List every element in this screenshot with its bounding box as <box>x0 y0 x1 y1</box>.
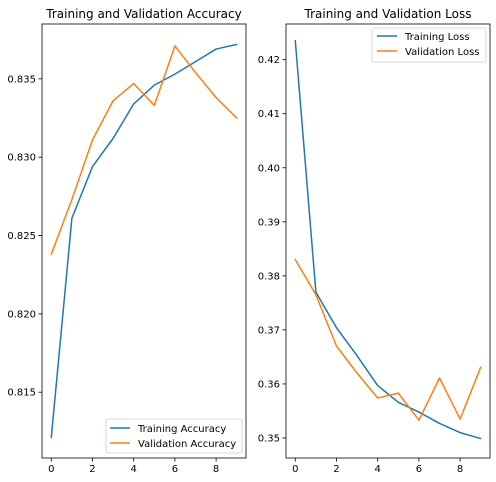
series-line-validation-loss <box>294 258 482 421</box>
accuracy-legend: Training Accuracy Validation Accuracy <box>105 418 243 454</box>
accuracy-xtick-label: 2 <box>89 464 95 475</box>
legend-label-training-loss: Training Loss <box>404 32 470 43</box>
series-line-training-accuracy <box>50 43 238 439</box>
loss-xtick-label: 4 <box>375 464 381 475</box>
loss-xtick-label: 8 <box>457 464 463 475</box>
series-line-training-loss <box>294 40 482 440</box>
accuracy-ytick-label: 0.825 <box>7 231 36 242</box>
loss-legend-box <box>371 27 487 63</box>
loss-xtick-label: 6 <box>416 464 422 475</box>
accuracy-chart-title: Training and Validation Accuracy <box>45 7 241 21</box>
loss-axes-frame <box>285 23 491 459</box>
loss-legend: Training Loss Validation Loss <box>371 27 487 63</box>
accuracy-xtick-label: 4 <box>131 464 137 475</box>
loss-ytick-label: 0.41 <box>258 109 280 120</box>
accuracy-axes-frame <box>41 23 247 459</box>
accuracy-xtick-label: 0 <box>48 464 54 475</box>
accuracy-plot-area: 0 2 4 6 8 0.815 0.820 0.825 0.830 0.835 <box>7 43 238 475</box>
legend-label-validation-accuracy: Validation Accuracy <box>138 439 236 450</box>
accuracy-ytick-label: 0.815 <box>7 388 36 399</box>
accuracy-ytick-label: 0.820 <box>7 309 36 320</box>
loss-ytick-label: 0.38 <box>258 271 280 282</box>
accuracy-xtick-label: 8 <box>213 464 219 475</box>
accuracy-xtick-label: 6 <box>172 464 178 475</box>
loss-chart: Training and Validation Loss 0 2 4 6 8 0.35 0.… <box>258 7 491 475</box>
loss-ytick-label: 0.37 <box>258 325 280 336</box>
loss-xtick-label: 0 <box>292 464 298 475</box>
accuracy-chart: Training and Validation Accuracy 0 2 4 6 8 0.… <box>7 7 247 475</box>
legend-label-training-accuracy: Training Accuracy <box>137 424 226 435</box>
accuracy-ytick-label: 0.830 <box>7 153 36 164</box>
loss-ytick-label: 0.39 <box>258 217 280 228</box>
loss-xtick-label: 2 <box>333 464 339 475</box>
loss-plot-area: 0 2 4 6 8 0.35 0.36 0.37 0.38 0.39 0.40 0.41 0.42 <box>258 40 482 475</box>
legend-label-validation-loss: Validation Loss <box>405 47 480 58</box>
loss-ytick-label: 0.42 <box>258 55 280 66</box>
loss-chart-title: Training and Validation Loss <box>304 7 472 21</box>
accuracy-legend-box <box>105 418 243 454</box>
series-line-validation-accuracy <box>50 45 238 256</box>
loss-ytick-label: 0.36 <box>258 379 280 390</box>
accuracy-ytick-label: 0.835 <box>7 74 36 85</box>
loss-ytick-label: 0.40 <box>258 163 280 174</box>
loss-ytick-label: 0.35 <box>258 434 280 445</box>
